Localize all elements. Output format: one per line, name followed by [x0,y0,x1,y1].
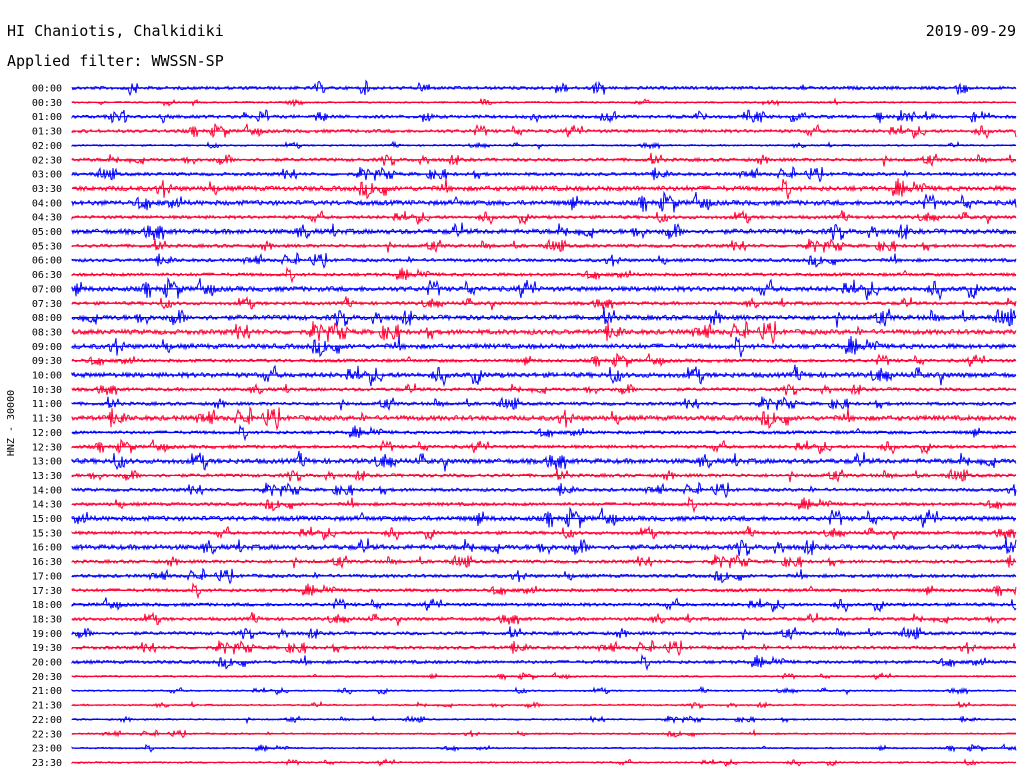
time-label: 23:30 [32,758,62,769]
time-label: 15:00 [32,514,62,525]
time-label: 05:30 [32,241,62,252]
time-label: 08:30 [32,327,62,338]
time-label: 02:30 [32,155,62,166]
time-label: 18:00 [32,600,62,611]
station-title: HI Chaniotis, Chalkidiki [7,22,224,40]
time-label: 06:30 [32,270,62,281]
time-label: 00:30 [32,98,62,109]
time-label: 03:30 [32,184,62,195]
time-label: 23:00 [32,744,62,755]
time-label: 02:00 [32,141,62,152]
time-label: 20:30 [32,672,62,683]
time-label: 14:00 [32,485,62,496]
time-label: 08:00 [32,313,62,324]
trace-line [71,468,1017,483]
time-label: 17:30 [32,586,62,597]
time-label: 01:00 [32,112,62,123]
time-label: 09:00 [32,342,62,353]
time-label: 19:30 [32,643,62,654]
time-label: 16:00 [32,543,62,554]
time-label: 07:30 [32,299,62,310]
time-label: 04:00 [32,198,62,209]
trace-line [71,307,1017,328]
time-label: 16:30 [32,557,62,568]
time-label: 13:30 [32,471,62,482]
time-label: 10:30 [32,385,62,396]
time-label: 12:30 [32,442,62,453]
time-label: 11:00 [32,399,62,410]
filter-label: Applied filter: WWSSN-SP [7,52,224,70]
time-label: 18:30 [32,614,62,625]
time-label: 13:00 [32,457,62,468]
time-label: 15:30 [32,528,62,539]
time-label: 21:30 [32,701,62,712]
time-label: 21:00 [32,686,62,697]
time-label: 03:00 [32,170,62,181]
trace-line [71,405,1017,431]
time-label: 01:30 [32,127,62,138]
time-label: 10:00 [32,371,62,382]
time-label: 09:30 [32,356,62,367]
time-label: 22:30 [32,729,62,740]
time-label: 06:00 [32,256,62,267]
time-label: 17:00 [32,571,62,582]
time-label: 07:00 [32,284,62,295]
time-label: 12:00 [32,428,62,439]
time-label: 20:00 [32,658,62,669]
trace-line [71,450,1017,472]
trace-line [71,639,1017,657]
time-label: 19:00 [32,629,62,640]
traces-group [71,79,1017,768]
time-label: 14:30 [32,500,62,511]
time-labels-group: 00:00 00:30 01:00 01:30 02:00 02:30 03:00 03:30… [32,84,62,769]
time-label: 04:30 [32,213,62,224]
time-label: 05:00 [32,227,62,238]
date-label: 2019-09-29 [925,22,1016,40]
time-label: 00:00 [32,84,62,95]
time-label: 11:30 [32,414,62,425]
y-axis-label: HNZ - 30000 [6,390,17,456]
trace-line [71,536,1017,557]
time-label: 22:00 [32,715,62,726]
